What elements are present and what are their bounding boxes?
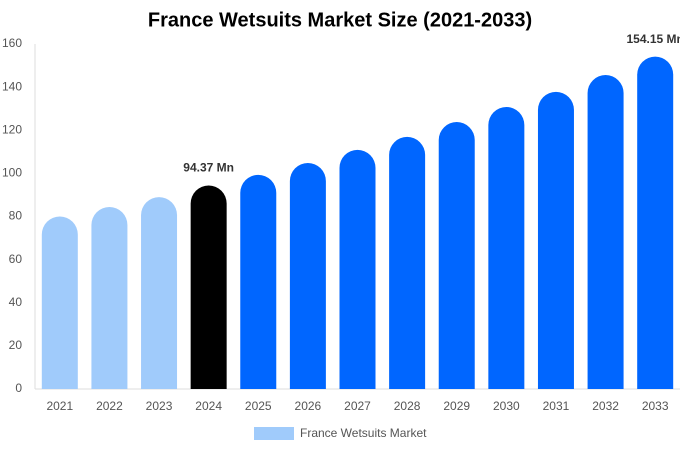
y-tick-label: 20 — [9, 338, 23, 352]
bar — [438, 122, 475, 389]
bar — [141, 197, 178, 389]
x-tick-label: 2030 — [493, 399, 520, 413]
y-tick-label: 40 — [9, 295, 23, 309]
data-label: 94.37 Mn — [183, 161, 234, 175]
bar — [488, 106, 525, 389]
bar — [389, 136, 426, 389]
x-tick-label: 2022 — [96, 399, 123, 413]
legend-label: France Wetsuits Market — [300, 426, 427, 440]
legend-swatch — [254, 427, 294, 440]
x-tick-label: 2021 — [46, 399, 73, 413]
x-tick-label: 2027 — [344, 399, 371, 413]
x-tick-label: 2033 — [642, 399, 669, 413]
x-tick-label: 2031 — [543, 399, 570, 413]
y-tick-label: 100 — [2, 166, 22, 180]
x-tick-label: 2028 — [394, 399, 421, 413]
x-tick-label: 2029 — [443, 399, 470, 413]
x-tick-label: 2023 — [146, 399, 173, 413]
bar — [91, 207, 128, 389]
y-tick-label: 160 — [2, 36, 22, 50]
y-tick-label: 140 — [2, 79, 22, 93]
bar — [587, 75, 624, 390]
y-tick-label: 80 — [9, 209, 23, 223]
x-tick-label: 2032 — [592, 399, 619, 413]
bar — [637, 56, 674, 389]
bar — [537, 91, 574, 390]
data-label: 154.15 Mn — [627, 32, 680, 46]
bar — [190, 185, 227, 389]
bar — [339, 149, 376, 389]
bar — [240, 174, 277, 389]
chart-title: France Wetsuits Market Size (2021-2033) — [148, 9, 532, 31]
bar — [289, 163, 326, 389]
y-tick-label: 0 — [15, 381, 22, 395]
x-tick-label: 2026 — [295, 399, 322, 413]
y-tick-label: 120 — [2, 122, 22, 136]
x-tick-label: 2025 — [245, 399, 272, 413]
y-tick-label: 60 — [9, 252, 23, 266]
x-tick-label: 2024 — [195, 399, 222, 413]
bar — [41, 216, 78, 389]
